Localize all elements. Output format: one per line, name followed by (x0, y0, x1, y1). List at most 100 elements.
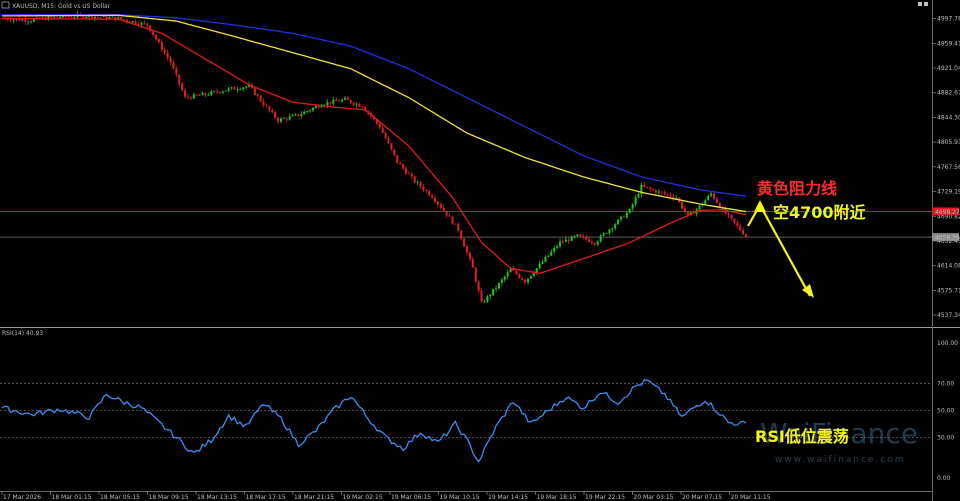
price-tick-label: 4575.71 (937, 287, 960, 294)
price-tick-label: 4690.82 (937, 213, 960, 220)
candle-body (140, 22, 143, 25)
candle-body (744, 234, 748, 237)
candle-body (527, 278, 530, 283)
candle-body (535, 268, 538, 274)
candle-body (730, 214, 733, 219)
candle-body (715, 198, 718, 203)
candle-body (262, 101, 265, 106)
candle-body (625, 212, 628, 218)
candle-body (198, 95, 201, 96)
candle-body (419, 182, 422, 187)
candle-body (718, 202, 721, 208)
candle-body (698, 205, 701, 210)
rsi-tick-label: 50.00 (937, 408, 954, 415)
candle-body (166, 52, 169, 58)
candle-body (213, 91, 216, 93)
candle-body (724, 208, 727, 214)
candle-body (620, 216, 623, 220)
annotation-layer: 黄色阻力线 空4700附近 RSI低位震荡 (747, 179, 866, 446)
rsi-tick-label: 70.00 (937, 381, 954, 388)
candle-body (512, 268, 515, 271)
candle-body (227, 88, 230, 91)
candle-body (137, 23, 140, 25)
candle-body (343, 97, 346, 100)
candle-body (445, 210, 448, 216)
candle-body (178, 74, 181, 84)
candle-body (70, 16, 73, 18)
candle-body (550, 251, 553, 256)
time-tick-label: 18 Mar 17:15 (246, 494, 286, 501)
candle-body (622, 216, 625, 218)
candle-body (239, 89, 242, 91)
candle-body (576, 234, 579, 237)
candle-body (207, 94, 210, 96)
candle-body (425, 190, 428, 191)
candle-body (160, 42, 163, 50)
candle-body (146, 23, 149, 26)
candle-body (631, 204, 634, 209)
rsi-tick-label: 30.00 (937, 435, 954, 442)
candle-body (710, 193, 713, 196)
moving-averages (2, 13, 747, 275)
candle-body (681, 201, 684, 209)
candle-body (9, 19, 12, 21)
candle-body (358, 103, 361, 107)
candle-body (123, 19, 126, 20)
indicator-corner-icon[interactable] (918, 2, 928, 6)
time-tick-label: 19 Mar 14:15 (488, 494, 528, 501)
candle-body (515, 270, 518, 275)
candle-body (303, 111, 306, 115)
candle-body (660, 191, 663, 193)
price-tick-label: 4614.08 (937, 263, 960, 270)
time-tick-label: 19 Mar 18:15 (537, 494, 577, 501)
candle-body (291, 115, 294, 117)
candle-body (317, 106, 320, 108)
candle-body (547, 255, 550, 258)
candle-body (399, 162, 402, 165)
chart-title: XAUUSD, M15: Gold vs US Dollar (12, 3, 111, 10)
candle-body (422, 186, 425, 191)
candle-body (30, 21, 33, 23)
annotation-rsi: RSI低位震荡 (755, 427, 849, 446)
candle-body (300, 114, 303, 117)
candle-body (454, 223, 457, 225)
candle-body (18, 18, 21, 21)
rsi-tick-label: 100.00 (937, 340, 958, 347)
candle-body (131, 21, 134, 23)
candle-body (73, 17, 76, 18)
candle-body (157, 39, 160, 43)
candle-body (561, 241, 564, 243)
candle-body (201, 93, 204, 96)
candle-body (338, 101, 341, 102)
candle-body (495, 288, 498, 290)
candle-body (274, 111, 277, 118)
candle-body (349, 99, 352, 103)
time-tick-label: 19 Mar 02:15 (343, 494, 383, 501)
candle-body (56, 16, 59, 18)
candle-body (88, 15, 91, 18)
candle-body (21, 19, 24, 21)
candle-body (570, 236, 573, 241)
candle-body (402, 164, 405, 169)
candle-body (93, 16, 97, 19)
candle-body (640, 184, 643, 195)
candle-body (582, 236, 585, 237)
candle-body (346, 97, 349, 100)
candle-body (279, 118, 283, 122)
candle-body (6, 18, 9, 20)
time-tick-label: 18 Mar 01:15 (52, 494, 92, 501)
candle-body (105, 15, 108, 19)
candle-body (271, 110, 274, 112)
candle-body (657, 191, 660, 193)
candle-body (341, 99, 344, 102)
candle-body (381, 127, 384, 133)
candle-body (375, 119, 378, 124)
candle-body (567, 239, 570, 241)
price-badge-grey (932, 233, 959, 242)
price-tick-label: 4805.93 (937, 139, 960, 146)
candle-body (683, 208, 686, 213)
price-tick-label: 4767.56 (937, 164, 960, 171)
annotation-resistance: 黄色阻力线 (757, 179, 837, 198)
candle-body (216, 91, 219, 93)
